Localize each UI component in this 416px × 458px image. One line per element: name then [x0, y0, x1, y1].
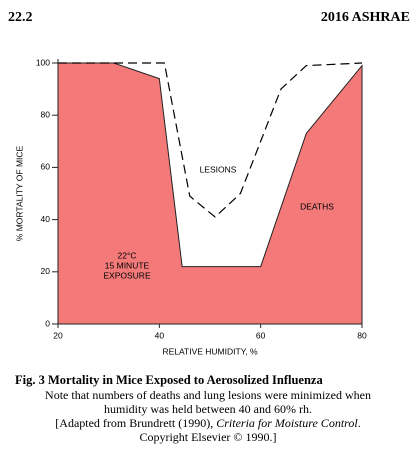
caption-line: humidity was held between 40 and 60% rh. [104, 402, 312, 416]
series-label: LESIONS [200, 164, 237, 174]
y-tick-label: 20 [41, 266, 51, 276]
running-head: 2016 ASHRAE [321, 10, 410, 25]
deaths-area [57, 62, 363, 325]
series-label: DEATHS [300, 201, 334, 211]
caption-copyright: Copyright Elsevier © 1990.] [139, 430, 276, 444]
source-text: [Adapted from Brundrett (1990), [55, 416, 216, 430]
x-axis-label: RELATIVE HUMIDITY, % [162, 346, 258, 356]
source-title: Criteria for Moisture Control [216, 416, 358, 430]
annotation: 22°C [118, 250, 137, 260]
lesions-line [58, 62, 363, 218]
x-tick-label: 20 [53, 330, 63, 340]
x-tick-label: 80 [357, 330, 367, 340]
page-number: 22.2 [8, 10, 33, 25]
x-tick-label: 60 [256, 330, 266, 340]
caption-source: [Adapted from Brundrett (1990), Criteria… [55, 416, 360, 430]
annotation: EXPOSURE [103, 270, 151, 280]
caption-title: Fig. 3 Mortality in Mice Exposed to Aero… [15, 373, 323, 387]
y-tick-label: 80 [41, 109, 51, 119]
y-tick-label: 0 [45, 318, 50, 328]
source-text: . [358, 416, 361, 430]
annotation: 15 MINUTE [105, 260, 150, 270]
y-tick-label: 40 [41, 214, 51, 224]
x-tick-label: 40 [155, 330, 165, 340]
y-tick-label: 100 [36, 57, 50, 67]
caption-line: Note that numbers of deaths and lung les… [45, 388, 371, 402]
y-axis-label: % MORTALITY OF MICE [14, 145, 24, 241]
y-tick-label: 60 [41, 162, 51, 172]
